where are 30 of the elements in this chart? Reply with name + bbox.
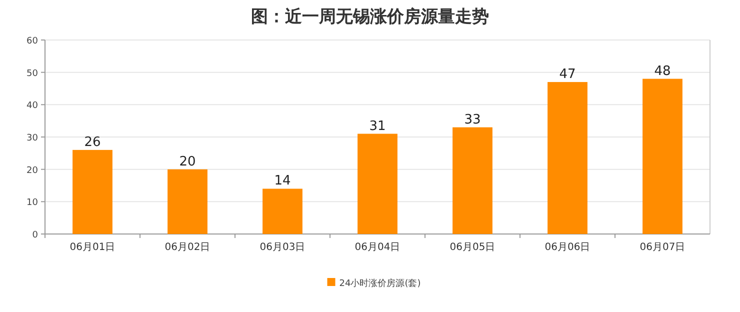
data-label: 20 [179,154,196,170]
bar [262,188,302,234]
data-label: 31 [369,118,386,134]
y-tick-label: 50 [26,68,38,79]
bar [358,134,398,234]
data-label: 14 [274,174,291,189]
x-tick-label: 06月03日 [260,242,306,253]
data-label: 47 [559,67,576,82]
x-tick-label: 06月02日 [164,242,210,253]
bar [72,150,112,234]
bar [168,169,208,234]
y-tick-label: 20 [26,166,38,176]
x-tick-label: 06月06日 [544,242,590,253]
y-tick-label: 10 [26,198,38,208]
bar [642,78,682,234]
data-label: 26 [84,134,101,150]
x-tick-label: 06月01日 [70,242,116,253]
data-label: 33 [464,112,481,128]
y-tick-label: 40 [26,101,38,112]
x-tick-label: 06月04日 [354,242,400,253]
y-tick-label: 0 [32,230,38,240]
bar [452,127,492,234]
x-tick-label: 06月05日 [450,242,496,253]
data-label: 48 [654,64,671,79]
chart-title: 图：近一周无锡涨价房源量走势 [251,7,489,27]
y-tick-label: 60 [26,36,38,46]
legend-label: 24小时涨价房源(套) [339,278,421,289]
bar [548,82,588,234]
x-tick-label: 06月07日 [640,242,686,253]
y-tick-label: 30 [26,134,38,144]
